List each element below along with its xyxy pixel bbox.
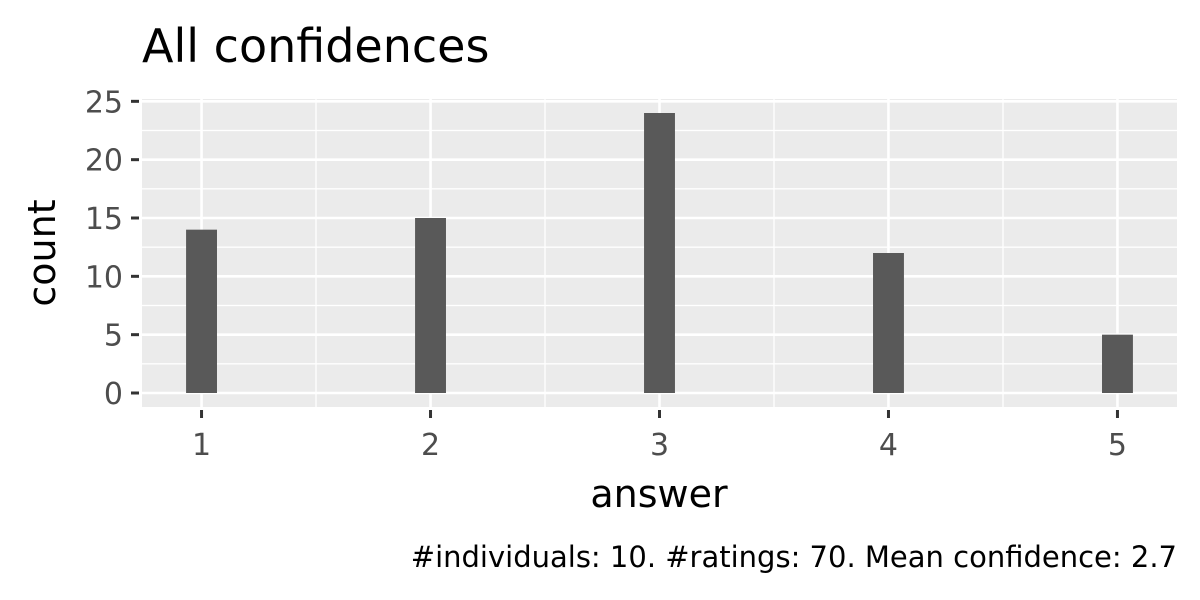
bars [186,113,1133,393]
y-axis: 0 5 10 15 20 25 [85,85,139,412]
x-tick-label: 1 [192,428,211,463]
x-tick-label: 2 [421,428,440,463]
x-tick-label: 5 [1108,428,1127,463]
y-tick-label: 5 [104,319,123,354]
x-axis: 1 2 3 4 5 [192,410,1127,463]
chart-caption: #individuals: 10. #ratings: 70. Mean con… [411,540,1177,574]
x-axis-title: answer [590,472,728,516]
bar-2 [415,218,446,393]
y-tick-label: 10 [85,260,123,295]
bar-5 [1102,334,1133,393]
bar-4 [873,253,904,393]
y-tick-label: 15 [85,202,123,237]
y-tick-label: 20 [85,144,123,179]
y-tick-label: 0 [104,377,123,412]
x-tick-label: 4 [879,428,898,463]
bar-1 [186,229,217,393]
chart-title: All confidences [142,19,489,73]
y-axis-title: count [20,199,64,306]
x-tick-label: 3 [650,428,669,463]
bar-3 [644,113,675,393]
y-tick-label: 25 [85,85,123,120]
